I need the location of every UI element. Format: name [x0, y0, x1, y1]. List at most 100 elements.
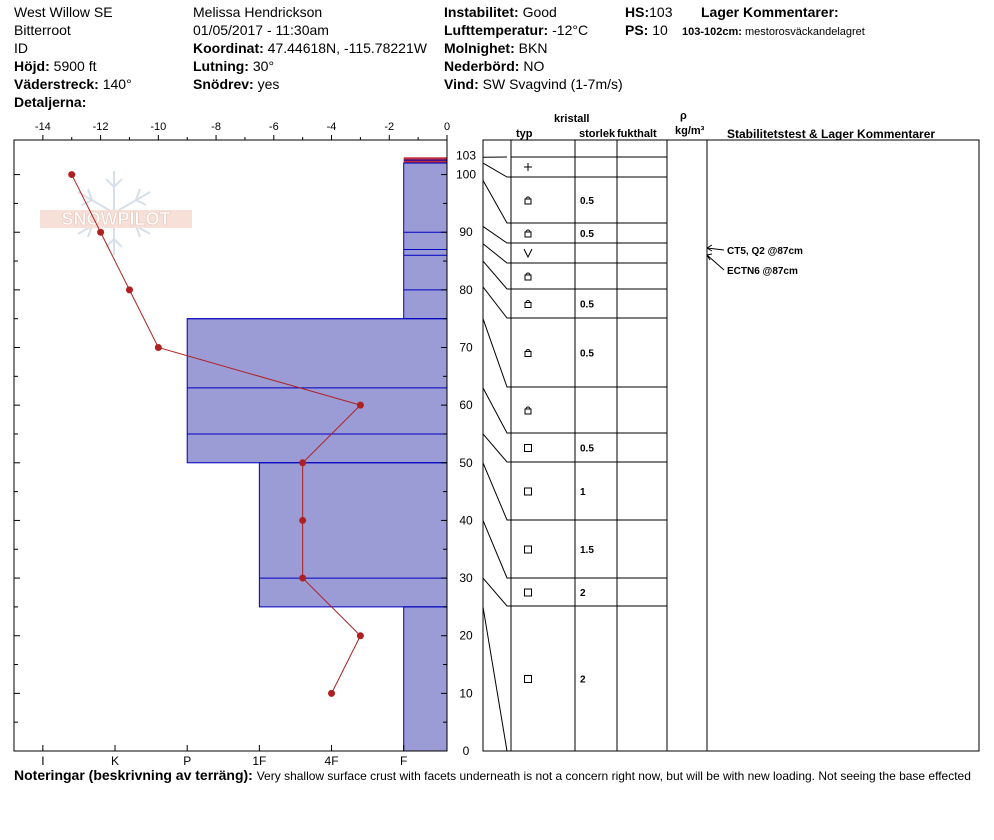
temperature-line — [71, 174, 362, 694]
col-fukthalt: fukthalt — [617, 128, 657, 140]
elevation: Höjd: 5900 ft — [14, 58, 96, 74]
temp-tick-label: -8 — [211, 121, 221, 133]
stability-arrow-2 — [706, 254, 725, 271]
precip-value: NO — [523, 58, 545, 74]
height-tick-label: 90 — [459, 225, 473, 239]
slope: Lutning: 30° — [193, 58, 274, 74]
grain-size-value: 0.5 — [580, 444, 594, 455]
temperature-point — [97, 228, 105, 236]
datetime: 01/05/2017 - 11:30am — [193, 22, 329, 38]
state: ID — [14, 40, 28, 56]
wind-value: SW Svagvind (1-7m/s) — [482, 76, 623, 92]
grain-rounded-facet-icon — [525, 406, 531, 410]
grain-rounded-facet-icon — [525, 349, 531, 352]
air-temperature: Lufttemperatur: -12°C — [444, 22, 588, 38]
height-tick-label: 50 — [459, 456, 473, 470]
grain-size-value: 0.5 — [580, 196, 594, 207]
height-tick-label: 60 — [459, 398, 473, 412]
row-connector — [482, 286, 511, 319]
instability-value: Good — [522, 4, 557, 20]
ps: PS: 10 — [625, 22, 668, 38]
grain-rounded-facet-icon — [524, 351, 532, 357]
hs: HS:103 — [625, 4, 672, 20]
notes-text: Very shallow surface crust with facets u… — [256, 769, 971, 783]
grain-size-value: 0.5 — [580, 229, 594, 240]
wind: Vind: SW Svagvind (1-7m/s) — [444, 76, 623, 92]
hs-value: 103 — [649, 4, 673, 20]
instability: Instabilitet: Good — [444, 4, 557, 20]
stability-test-2: ECTN6 @87cm — [727, 266, 798, 277]
stability-arrow-1 — [706, 247, 725, 251]
snowpilot-watermark: SNOWPILOT — [40, 171, 192, 255]
grain-facet-icon — [524, 545, 532, 554]
grain-depth-hoar-icon — [523, 248, 533, 259]
hardness-layer — [403, 606, 448, 752]
grain-size-value: 2 — [580, 588, 586, 599]
notes: Noteringar (beskrivning av terräng): Ver… — [14, 767, 994, 784]
row-connector — [482, 520, 511, 579]
stability-test-1: CT5, Q2 @87cm — [727, 246, 803, 257]
grain-rounded-facet-icon — [525, 229, 531, 233]
temperature-point — [356, 401, 364, 409]
row-connector — [482, 260, 511, 290]
elevation-value: 5900 ft — [53, 58, 97, 74]
temp-tick-label: 0 — [444, 121, 450, 133]
precipitation: Nederbörd: NO — [444, 58, 544, 74]
grain-rounded-facet-icon — [524, 302, 532, 308]
aspect-label: Väderstreck: — [14, 76, 99, 92]
hardness-tick-label: I — [41, 754, 44, 768]
layer-comment-text: mestorosväckandelagret — [745, 26, 865, 38]
height-tick-label: 30 — [459, 571, 473, 585]
slope-value: 30° — [252, 58, 275, 74]
hardness-layer — [258, 462, 448, 608]
row-connector — [482, 433, 511, 463]
grain-rounded-facet-icon — [524, 198, 532, 205]
height-tick-label: 80 — [459, 283, 473, 297]
ps-label: PS: — [625, 22, 649, 38]
temp-tick-label: -2 — [384, 121, 394, 133]
grain-size-value: 1 — [580, 487, 586, 498]
hardness-layer — [186, 318, 448, 464]
drift-value: yes — [257, 76, 280, 92]
col-stability: Stabilitetstest & Lager Kommentarer — [727, 127, 936, 141]
drift: Snödrev: yes — [193, 76, 279, 92]
grain-size-value: 0.5 — [580, 300, 594, 311]
temperature-point — [328, 689, 336, 697]
row-connector — [482, 387, 511, 434]
col-density-unit: kg/m³ — [675, 125, 705, 137]
coordinates: Koordinat: 47.44618N, -115.78221W — [193, 40, 427, 56]
temperature-point — [299, 574, 307, 582]
layer-comment: 103-102cm: mestorosväckandelagret — [682, 24, 865, 40]
grain-rounded-facet-icon — [524, 231, 532, 238]
details-label: Detaljerna: — [14, 94, 87, 110]
grain-rounded-facet-icon — [525, 272, 531, 276]
col-rho: ρ — [680, 110, 687, 122]
hardness-tick-label: F — [400, 754, 407, 768]
temperature-point — [299, 516, 307, 524]
temp-tick-label: -14 — [35, 121, 51, 133]
row-connector — [482, 180, 511, 224]
hardness-tick-label: P — [183, 754, 191, 768]
cloud-value: BKN — [518, 40, 548, 56]
ps-value: 10 — [652, 22, 668, 38]
row-connector — [482, 462, 511, 521]
layer-comments-label: Lager Kommentarer: — [701, 4, 839, 20]
hardness-layer — [403, 162, 448, 320]
notes-label: Noteringar (beskrivning av terräng): — [14, 767, 253, 783]
grain-size-value: 0.5 — [580, 349, 594, 360]
cloud-label: Molnighet: — [444, 40, 515, 56]
grain-size-value: 2 — [580, 675, 586, 686]
temperature-point — [356, 632, 364, 640]
temperature-point — [68, 171, 76, 179]
hs-axis-label: 103 — [456, 148, 476, 162]
layer-comment-depth: 103-102cm: — [682, 26, 742, 38]
grain-facet-icon — [524, 444, 532, 452]
grain-rounded-facet-icon — [525, 196, 531, 200]
height-tick-label: 100 — [456, 168, 476, 182]
grain-facet-icon — [524, 487, 532, 496]
row-connector — [482, 318, 511, 388]
observer: Melissa Hendrickson — [193, 4, 323, 20]
height-tick-label: 0 — [463, 744, 470, 758]
hs-label: HS: — [625, 4, 650, 20]
